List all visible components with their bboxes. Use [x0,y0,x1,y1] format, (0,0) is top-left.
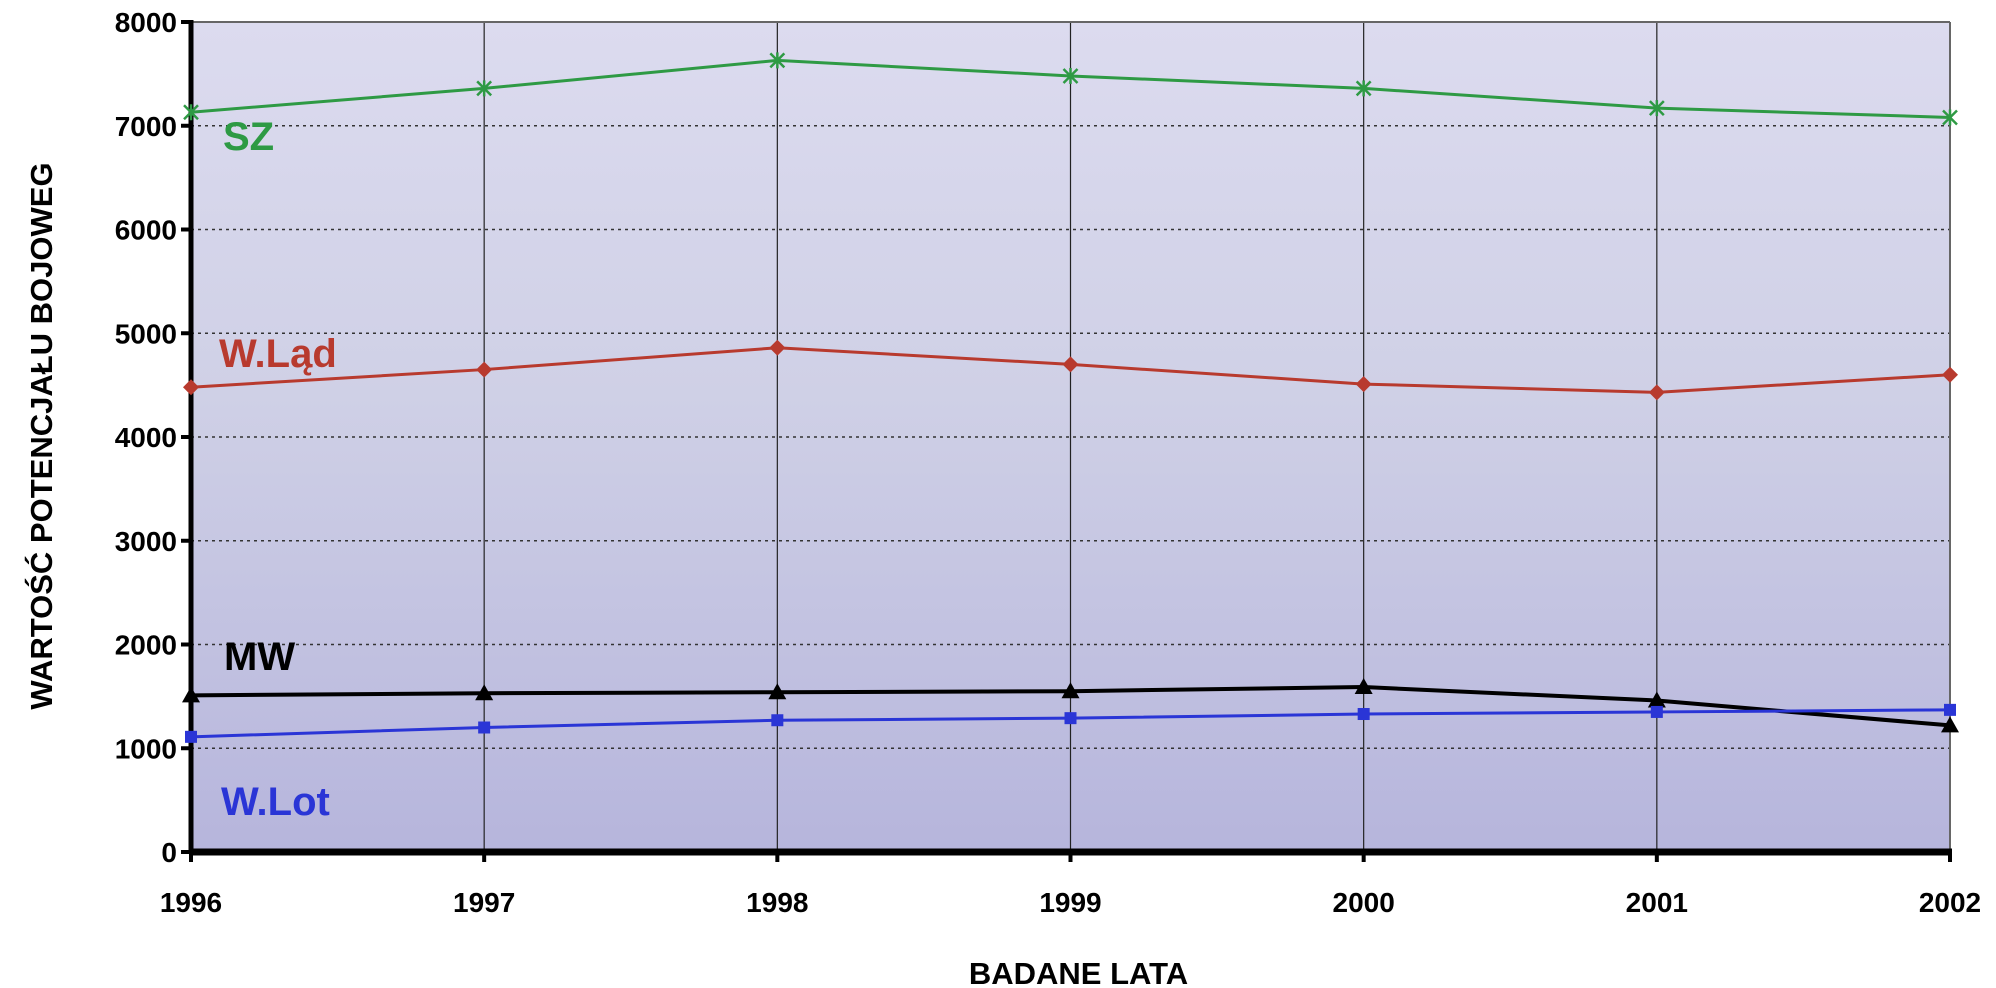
series-labels: SZ W.Ląd MW W.Lot [219,115,337,824]
x-tick-label: 1998 [746,887,808,918]
data-point [1062,356,1079,373]
x-axis-title: BADANE LATA [969,956,1188,988]
series-w-ląd [183,339,1958,401]
data-point [1648,100,1665,117]
data-point [1942,366,1958,383]
x-tick-label: 1997 [453,887,515,918]
data-point [183,104,199,121]
x-tick-label: 1999 [1039,887,1101,918]
y-tick-label: 0 [161,837,177,868]
x-tick-label: 2001 [1626,887,1688,918]
data-point [476,361,493,378]
data-point [1648,384,1665,401]
series-label: SZ [223,115,274,159]
data-point [183,379,199,396]
data-point [1355,80,1372,97]
y-tick-label: 4000 [115,422,177,453]
data-point [1064,712,1077,725]
x-tick-label: 2002 [1919,887,1981,918]
data-point [1944,703,1956,716]
tick-labels: 0 1000 2000 3000 4000 5000 6000 7000 8000 1996 199… [115,7,1981,918]
data-point [476,80,493,97]
series-label: W.Lot [221,780,330,824]
data-point [769,52,786,69]
data-point [185,730,197,743]
series-sz [183,52,1958,126]
x-tick-label: 2000 [1333,887,1395,918]
data-point [768,683,787,700]
series-label: W.Ląd [219,332,337,376]
y-tick-label: 5000 [115,318,177,349]
series-mw [182,678,1959,733]
series-w-lot [185,703,1956,743]
y-tick-label: 6000 [115,215,177,246]
data-point [478,721,491,734]
data-point [1942,109,1958,126]
x-tick-label: 1996 [160,887,222,918]
axes [181,20,1952,862]
data-point [1357,708,1370,721]
y-tick-label: 3000 [115,526,177,557]
data-point [771,714,784,727]
data-point [1647,691,1666,708]
data-point [1355,376,1372,393]
data-point [1061,682,1080,699]
data-point [1650,705,1663,718]
data-point [1062,67,1079,84]
y-tick-label: 7000 [115,111,177,142]
y-axis-title: WARTOŚĆ POTENCJAŁU BOJOWEG [23,162,59,709]
series-group [182,52,1959,743]
data-point [475,684,494,701]
y-tick-label: 8000 [115,7,177,38]
data-point [182,686,200,703]
series-label: MW [224,635,295,679]
data-point [1941,716,1959,733]
y-tick-label: 2000 [115,630,177,661]
data-point [1354,678,1373,695]
data-point [769,339,786,356]
y-tick-label: 1000 [115,733,177,764]
